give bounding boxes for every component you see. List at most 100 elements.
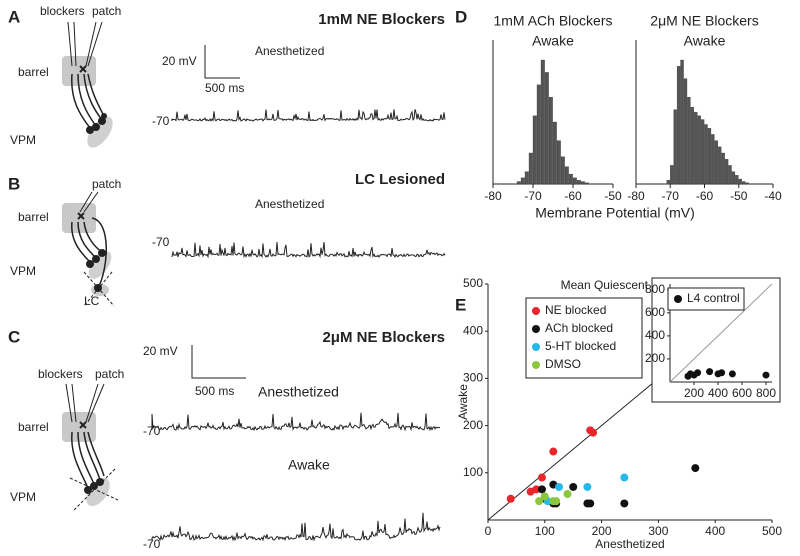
legend-swatch: [532, 307, 540, 315]
panel-title: 2μM NE Blockers: [322, 329, 445, 346]
state-label: Anesthetized: [255, 44, 324, 58]
scale-label: 500 ms: [205, 81, 244, 95]
y-tick-label: 500: [463, 276, 483, 290]
histogram-bar: [520, 177, 525, 185]
data-point: [620, 473, 629, 482]
histogram-bar: [735, 175, 739, 185]
histogram-bar: [580, 181, 585, 185]
histogram-bar: [694, 111, 698, 185]
data-point: [569, 482, 578, 491]
x-tick-label: 100: [535, 524, 555, 538]
data-point: [555, 482, 563, 491]
schematic-label: blockers: [40, 4, 85, 18]
panel-letter: A: [8, 7, 20, 26]
data-point: [549, 447, 558, 456]
schematic-label: blockers: [38, 367, 83, 381]
chart-title: 1mM ACh Blockers: [493, 13, 612, 29]
histogram-bar: [584, 182, 589, 185]
schematic-label: patch: [92, 4, 121, 18]
x-tick-label: -70: [662, 189, 680, 203]
chart-title: 2μM NE Blockers: [650, 13, 758, 29]
histogram-bar: [548, 97, 553, 185]
histogram-bar: [745, 182, 749, 185]
data-point: [620, 499, 629, 508]
y-tick-label: 300: [463, 371, 483, 385]
histogram-bar: [724, 159, 729, 185]
histogram-bar: [742, 181, 746, 185]
scale-label: 500 ms: [195, 384, 234, 398]
histogram-bar: [670, 165, 674, 185]
schematic-label: barrel: [18, 210, 49, 224]
histogram-bar: [680, 59, 684, 185]
data-point: [506, 494, 515, 503]
data-point: [762, 371, 770, 379]
panel-letter: B: [8, 174, 20, 193]
histogram-bar: [711, 134, 715, 185]
voltage-trace: [171, 241, 446, 259]
baseline-label: -70: [143, 424, 161, 438]
legend-swatch: [532, 343, 540, 351]
histogram-bar: [687, 97, 691, 185]
histogram-bar: [738, 178, 742, 185]
data-point: [537, 473, 546, 482]
schematic-label: barrel: [18, 65, 49, 79]
histogram-bar: [707, 128, 712, 185]
schematic-label: VPM: [10, 133, 36, 147]
panel-letter: D: [455, 7, 467, 26]
x-axis-label: Anesthetized: [595, 537, 664, 551]
x-tick-label: -80: [484, 189, 502, 203]
legend-swatch: [532, 361, 540, 369]
data-point: [718, 369, 726, 377]
data-point: [537, 485, 546, 494]
y-tick-label: 100: [463, 465, 483, 479]
histogram-bar: [568, 173, 573, 185]
histogram-bar: [560, 156, 565, 185]
data-point: [563, 490, 572, 499]
histogram-bar: [564, 166, 569, 185]
panel-letter: E: [455, 295, 466, 314]
histogram-bar: [666, 180, 671, 185]
histogram-bar: [683, 78, 688, 185]
schematic: [62, 21, 113, 148]
scale-label: 20 mV: [143, 344, 178, 358]
histogram-bar: [552, 121, 557, 185]
x-tick-label: -50: [604, 189, 622, 203]
histogram-bar: [544, 72, 549, 185]
schematic-label: VPM: [10, 264, 36, 278]
panel-title: LC Lesioned: [355, 171, 445, 188]
x-tick-label: -60: [564, 189, 582, 203]
voltage-trace: [171, 109, 446, 122]
histogram-bar: [731, 171, 736, 185]
x-tick-label: 500: [762, 524, 782, 538]
legend-frame: [525, 297, 643, 379]
x-tick-label: 200: [592, 524, 612, 538]
data-point: [694, 369, 702, 377]
y-tick-label: 800: [645, 282, 665, 296]
schematic-label: patch: [92, 177, 121, 191]
schematic-label: barrel: [18, 420, 49, 434]
legend-label: NE blocked: [545, 303, 606, 317]
data-point: [540, 492, 549, 501]
baseline-label: -70: [152, 114, 170, 128]
x-tick-label: 400: [705, 524, 725, 538]
x-tick-label: -70: [524, 189, 542, 203]
histogram-bar: [556, 140, 561, 185]
identity-line: [669, 283, 773, 383]
histogram-bar: [704, 124, 708, 185]
voltage-trace: [151, 512, 441, 542]
histogram-bar: [690, 106, 694, 185]
schematic: [62, 191, 115, 307]
panel-letter: C: [8, 327, 20, 346]
x-tick-label: 400: [708, 386, 728, 400]
histogram-bar: [516, 181, 521, 185]
y-tick-label: 200: [645, 351, 665, 365]
baseline-label: -70: [152, 235, 170, 249]
histogram-bar: [697, 115, 701, 185]
x-tick-label: 300: [648, 524, 668, 538]
schematic-label: LC: [84, 294, 100, 308]
chart-subtitle: Awake: [684, 33, 726, 49]
x-tick-label: 600: [732, 386, 752, 400]
data-point: [532, 485, 541, 494]
data-point: [583, 482, 592, 491]
